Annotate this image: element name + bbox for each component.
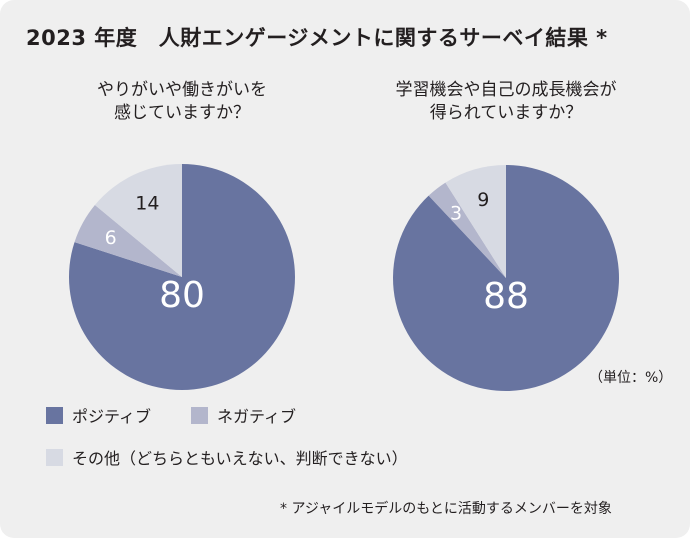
pie-chart-1: 80 6 14 (68, 164, 295, 390)
pie-chart-2: 88 39 (393, 165, 620, 391)
pie-1-question: やりがいや働きがいを 感じていますか？ (32, 79, 332, 125)
pie-1-slice-negative (74, 204, 182, 277)
legend-swatch-positive (46, 406, 63, 424)
legend-label-negative: ネガティブ (217, 407, 297, 426)
pie-1-label-negative: 6 (105, 227, 117, 249)
pie-2-label-positive: 88 (483, 276, 529, 317)
legend-item-positive: ポジティブ (46, 403, 151, 427)
footnote: * アジャイルモデルのもとに活動するメンバーを対象 (280, 501, 612, 517)
page-title: 2023 年度 人財エンゲージメントに関するサーベイ結果 * (26, 26, 608, 50)
unit-label: （単位：%） (589, 370, 673, 386)
pie-2-slice-other (445, 165, 506, 278)
legend-swatch-other (46, 448, 63, 466)
pie-1-question-line-2: 感じていますか？ (114, 103, 250, 123)
pie-2-label-negative: 3 (450, 203, 462, 225)
pie-2-question: 学習機会や自己の成長機会が 得られていますか？ (356, 79, 656, 125)
legend-item-negative: ネガティブ (191, 403, 296, 427)
legend-label-positive: ポジティブ (72, 407, 152, 426)
pie-1-label-other: 14 (135, 192, 159, 214)
legend-item-other: その他（どちらともいえない、判断できない） (46, 445, 408, 469)
pie-1-question-line-1: やりがいや働きがいを (97, 80, 267, 100)
legend-swatch-negative (191, 406, 208, 424)
pie-2-slice-positive (393, 165, 620, 391)
pie-1-slice-other (94, 164, 182, 277)
pie-2-question-line-1: 学習機会や自己の成長機会が (395, 80, 617, 100)
pie-1-slice-positive (68, 164, 295, 390)
pie-2-label-other: 9 (477, 189, 489, 211)
pie-2-slice-negative (428, 182, 506, 278)
pie-1-label-positive: 80 (159, 275, 205, 316)
pie-2-question-line-2: 得られていますか？ (429, 103, 583, 123)
legend-label-other: その他（どちらともいえない、判断できない） (72, 449, 408, 468)
